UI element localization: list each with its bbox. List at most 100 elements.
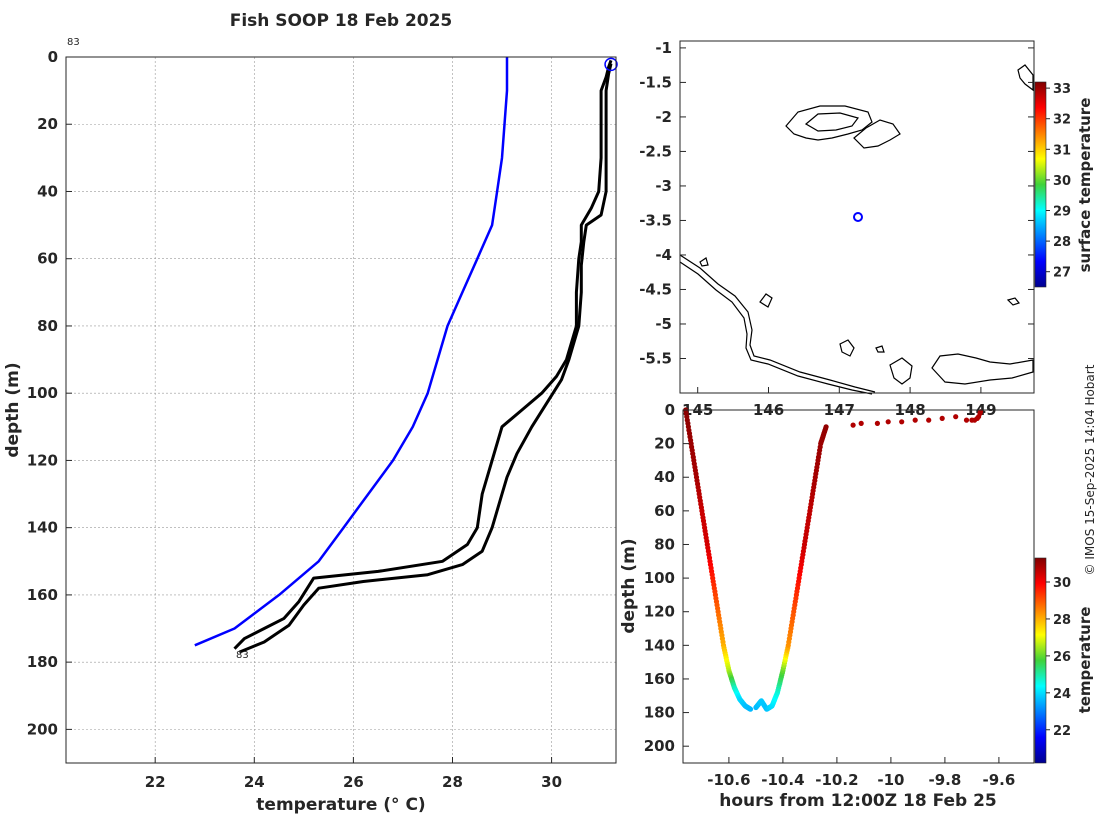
profile-title: Fish SOOP 18 Feb 2025: [230, 11, 453, 31]
map-ytick-5: -3.5: [639, 211, 672, 229]
ts-xtick-2: -10.2: [815, 771, 858, 789]
map-cbtick-3: 30: [1053, 174, 1071, 189]
ts-ytick-8: 160: [644, 670, 675, 688]
map-ytick-0: -1: [655, 39, 672, 57]
profile-annotation-bottom: 83: [236, 650, 249, 661]
map-colorbar: [1034, 81, 1047, 288]
profile-ytick-8: 160: [27, 586, 58, 604]
profile-ytick-3: 60: [37, 250, 58, 268]
profile-ticks: 22 24 26 28 30 0 20 40 60 80 100 120 140 160 180 200: [27, 48, 562, 791]
ts-ytick-0: 0: [665, 401, 675, 419]
surface-point-1: [858, 420, 864, 426]
map-ytick-2: -2: [655, 108, 672, 126]
profile-ytick-5: 100: [27, 384, 58, 402]
profile-xtick-2: 26: [343, 773, 364, 791]
timeseries-points: [683, 407, 984, 712]
coast-island-small-1: [759, 293, 773, 308]
map-cbtick-2: 29: [1053, 205, 1071, 220]
coast-mainland-inner: [679, 261, 873, 395]
profile-series-climatology: [194, 57, 509, 647]
coast-island-east: [853, 119, 901, 149]
surface-point-8: [953, 414, 959, 420]
downcast-point: [747, 706, 754, 712]
surface-point-4: [899, 419, 905, 425]
ts-ytick-1: 20: [654, 435, 675, 453]
profile-ytick-10: 200: [27, 720, 58, 738]
ts-cbtick-0: 22: [1053, 724, 1071, 739]
profile-ytick-1: 20: [37, 115, 58, 133]
map-axes-box: [679, 40, 1035, 394]
ts-ytick-5: 100: [644, 569, 675, 587]
profile-lines: [194, 57, 618, 654]
ts-cbtick-1: 24: [1053, 687, 1071, 702]
coast-island-small-2: [839, 339, 855, 357]
ts-ytick-9: 180: [644, 704, 675, 722]
ts-xtick-0: -10.6: [707, 771, 750, 789]
map-cbtick-6: 33: [1053, 82, 1071, 97]
map-cbtick-1: 28: [1053, 235, 1071, 250]
profile-panel: 22 24 26 28 30 0 20 40 60 80 100 120 140 160 180 200 Fi…: [3, 11, 618, 815]
upcast-point: [823, 424, 829, 430]
surface-point-9: [963, 417, 970, 423]
profile-series-profile-down: [233, 59, 613, 650]
ts-ytick-3: 60: [654, 502, 675, 520]
profile-ytick-9: 180: [27, 653, 58, 671]
profile-xlabel: temperature (° C): [256, 795, 425, 815]
map-coastlines: [679, 64, 1034, 395]
map-ytick-9: -5.5: [639, 349, 672, 367]
ts-xtick-1: -10.4: [761, 771, 804, 789]
map-colorbar-ticks: 27 28 29 30 31 32 33: [1046, 82, 1071, 281]
map-colorbar-label: surface temperature: [1076, 98, 1094, 273]
map-ytick-7: -4.5: [639, 280, 672, 298]
profile-ytick-6: 120: [27, 451, 58, 469]
profile-surface-marker: [604, 57, 618, 72]
surface-point-3: [885, 419, 891, 425]
surface-point-6: [926, 417, 932, 423]
map-ytick-3: -2.5: [639, 142, 672, 160]
ts-ytick-10: 200: [644, 737, 675, 755]
profile-xtick-0: 22: [145, 773, 166, 791]
map-position-marker: [853, 212, 863, 222]
coast-island-small-4: [1006, 297, 1021, 306]
surface-point-5: [912, 417, 918, 423]
timeseries-ylabel: depth (m): [619, 538, 639, 633]
ts-xtick-5: -9.6: [982, 771, 1015, 789]
surface-point-7: [939, 415, 945, 421]
timeseries-xlabel: hours from 12:00Z 18 Feb 25: [719, 791, 997, 811]
timeseries-colorbar-ticks: 22 24 26 28 30: [1046, 576, 1071, 739]
timeseries-ticks: -10.6 -10.4 -10.2 -10 -9.8 -9.6 0 20 40 60 80 100 12…: [644, 401, 1016, 789]
profile-xtick-1: 24: [244, 773, 265, 791]
coast-mainland-outer: [679, 254, 876, 393]
map-cbtick-0: 27: [1053, 266, 1071, 281]
coast-south-east: [931, 353, 1034, 385]
coast-island-small-3: [699, 257, 709, 267]
ts-cbtick-4: 30: [1053, 576, 1071, 591]
map-ytick-6: -4: [655, 246, 672, 264]
map-cbtick-5: 32: [1053, 113, 1071, 128]
ts-cbtick-2: 26: [1053, 650, 1071, 665]
map-ytick-1: -1.5: [639, 73, 672, 91]
timeseries-panel: -10.6 -10.4 -10.2 -10 -9.8 -9.6 0 20 40 60 80 100 12…: [619, 401, 1094, 811]
coast-island-large-inner: [804, 112, 860, 132]
timeseries-axes-box: [682, 409, 1035, 764]
ts-xtick-4: -9.8: [928, 771, 961, 789]
profile-axes-box: [65, 56, 617, 764]
surface-point-2: [874, 420, 881, 426]
profile-xtick-3: 28: [442, 773, 463, 791]
profile-series-profile-up: [238, 63, 613, 654]
credit-text: © IMOS 15-Sep-2025 14:04 Hobart: [1083, 364, 1097, 575]
ts-ytick-6: 120: [644, 603, 675, 621]
profile-xtick-4: 30: [541, 773, 562, 791]
timeseries-colorbar: [1034, 557, 1047, 764]
profile-ytick-7: 140: [27, 519, 58, 537]
profile-ytick-2: 40: [37, 182, 58, 200]
ts-ytick-7: 140: [644, 636, 675, 654]
timeseries-colorbar-label: temperature: [1076, 607, 1094, 714]
map-cbtick-4: 31: [1053, 143, 1071, 158]
ts-xtick-3: -10: [877, 771, 904, 789]
surface-point-0: [850, 422, 856, 428]
ts-ytick-4: 80: [654, 535, 675, 553]
